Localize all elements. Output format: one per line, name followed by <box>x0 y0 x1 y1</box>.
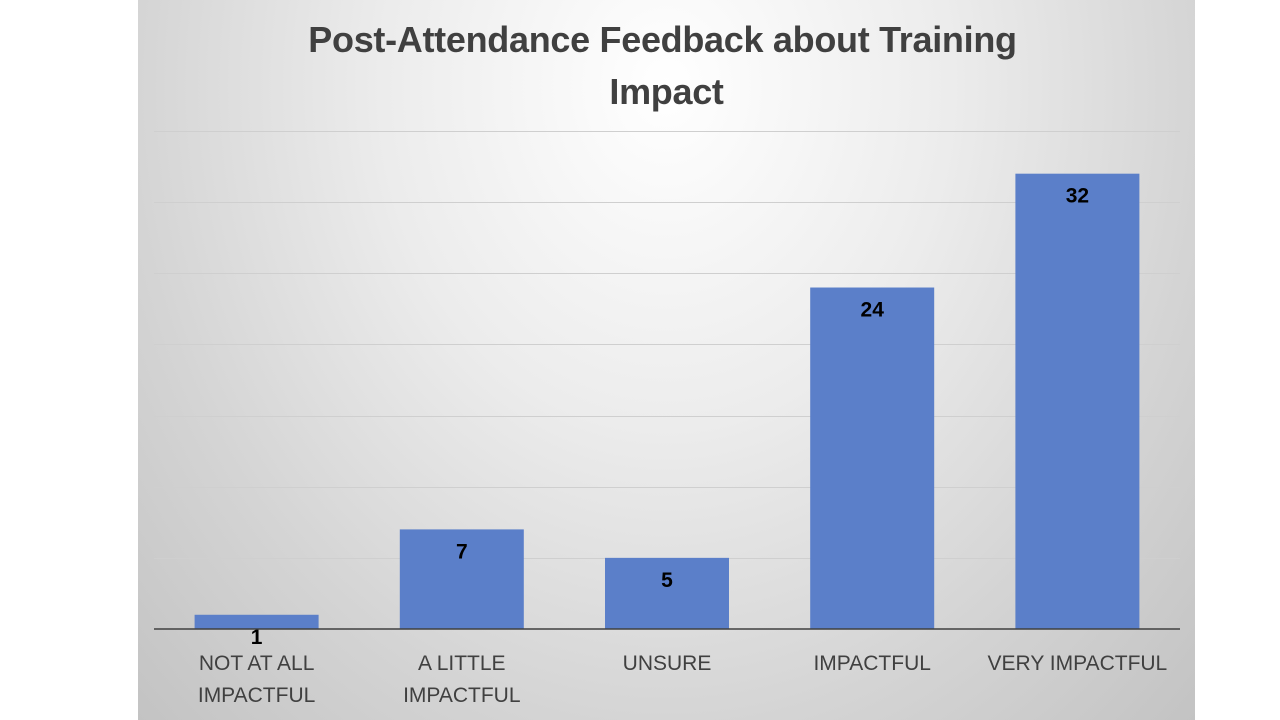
data-label-0: 1 <box>251 626 263 649</box>
chart-area: Post-Attendance Feedback about Training … <box>138 0 1195 720</box>
chart-title: Post-Attendance Feedback about Training … <box>138 14 1195 118</box>
bar-1 <box>399 529 524 629</box>
data-label-3: 24 <box>861 299 885 322</box>
bar-0 <box>194 614 319 629</box>
category-label-1-line-1: IMPACTFUL <box>403 684 520 707</box>
category-label-0-line-1: IMPACTFUL <box>198 684 315 707</box>
bar-chart: 1 NOT AT ALL IMPACTFUL 7 A LITTLE IMPACTFUL 5 U… <box>154 131 1180 707</box>
bar-2 <box>605 557 729 629</box>
chart-title-line-2: Impact <box>609 71 724 112</box>
data-label-2: 5 <box>661 569 673 592</box>
category-label-3-line-0: IMPACTFUL <box>813 652 930 675</box>
category-label-2-line-0: UNSURE <box>623 652 712 675</box>
category-label-1-line-0: A LITTLE <box>418 652 506 675</box>
category-label-0-line-0: NOT AT ALL <box>199 652 315 675</box>
data-label-4: 32 <box>1066 185 1089 208</box>
bar-3 <box>810 287 935 629</box>
data-label-1: 7 <box>456 540 468 563</box>
category-label-4-line-0: VERY IMPACTFUL <box>988 652 1168 675</box>
bar-4 <box>1015 173 1140 629</box>
chart-title-line-1: Post-Attendance Feedback about Training <box>308 19 1017 60</box>
